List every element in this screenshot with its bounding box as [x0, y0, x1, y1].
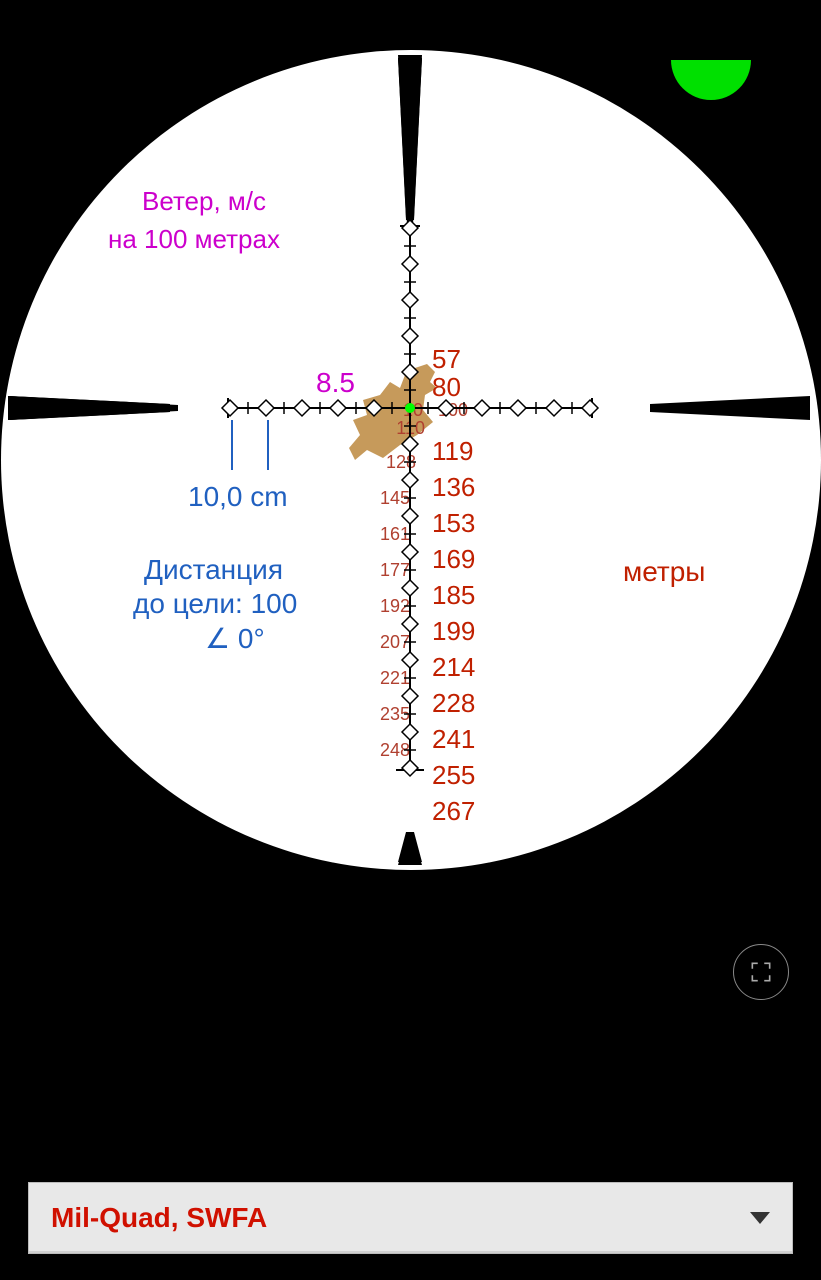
reticle-dropdown-label: Mil-Quad, SWFA — [51, 1202, 267, 1234]
meters-label: метры — [623, 556, 705, 588]
distance-big: 241 — [432, 724, 475, 755]
app-screen: Ветер, м/с на 100 метрах 8.5 10,0 cm Дис… — [0, 0, 821, 1280]
distance-small: 248 — [364, 740, 410, 761]
distance-small: 207 — [364, 632, 410, 653]
scope-area[interactable]: Ветер, м/с на 100 метрах 8.5 10,0 cm Дис… — [0, 0, 821, 860]
distance-small: 177 — [364, 560, 410, 581]
reticle-dropdown[interactable]: Mil-Quad, SWFA — [28, 1182, 793, 1254]
wind-value[interactable]: 8.5 — [316, 367, 355, 399]
distance-small: 110 — [379, 418, 425, 439]
fullscreen-button[interactable] — [733, 944, 789, 1000]
distance-small: 161 — [364, 524, 410, 545]
ruler-cm-label: 10,0 cm — [188, 481, 288, 513]
distance-big: 57 — [432, 344, 461, 375]
distance-small: 192 — [364, 596, 410, 617]
distance-label-2[interactable]: до цели: 100 — [133, 588, 297, 620]
level-indicator — [671, 60, 751, 100]
distance-big: 267 — [432, 796, 475, 827]
distance-big: 119 — [432, 436, 473, 467]
wind-subtitle: на 100 метрах — [108, 224, 280, 255]
distance-small: 145 — [364, 488, 410, 509]
distance-big: 185 — [432, 580, 475, 611]
distance-big: 153 — [432, 508, 475, 539]
fullscreen-icon — [748, 959, 774, 985]
distance-big: 80 — [432, 372, 461, 403]
distance-small: 235 — [364, 704, 410, 725]
distance-small: 128 — [370, 452, 416, 473]
distance-big: 228 — [432, 688, 475, 719]
distance-label-1[interactable]: Дистанция — [144, 554, 283, 586]
distance-big: 199 — [432, 616, 475, 647]
distance-angle[interactable]: ∠ 0° — [205, 622, 265, 655]
distance-small: 221 — [364, 668, 410, 689]
distance-small: 100 — [422, 400, 468, 421]
distance-big: 255 — [432, 760, 475, 791]
distance-big: 136 — [432, 472, 475, 503]
wind-label: Ветер, м/с — [142, 186, 266, 217]
distance-big: 169 — [432, 544, 475, 575]
distance-big: 214 — [432, 652, 475, 683]
chevron-down-icon — [750, 1212, 770, 1224]
